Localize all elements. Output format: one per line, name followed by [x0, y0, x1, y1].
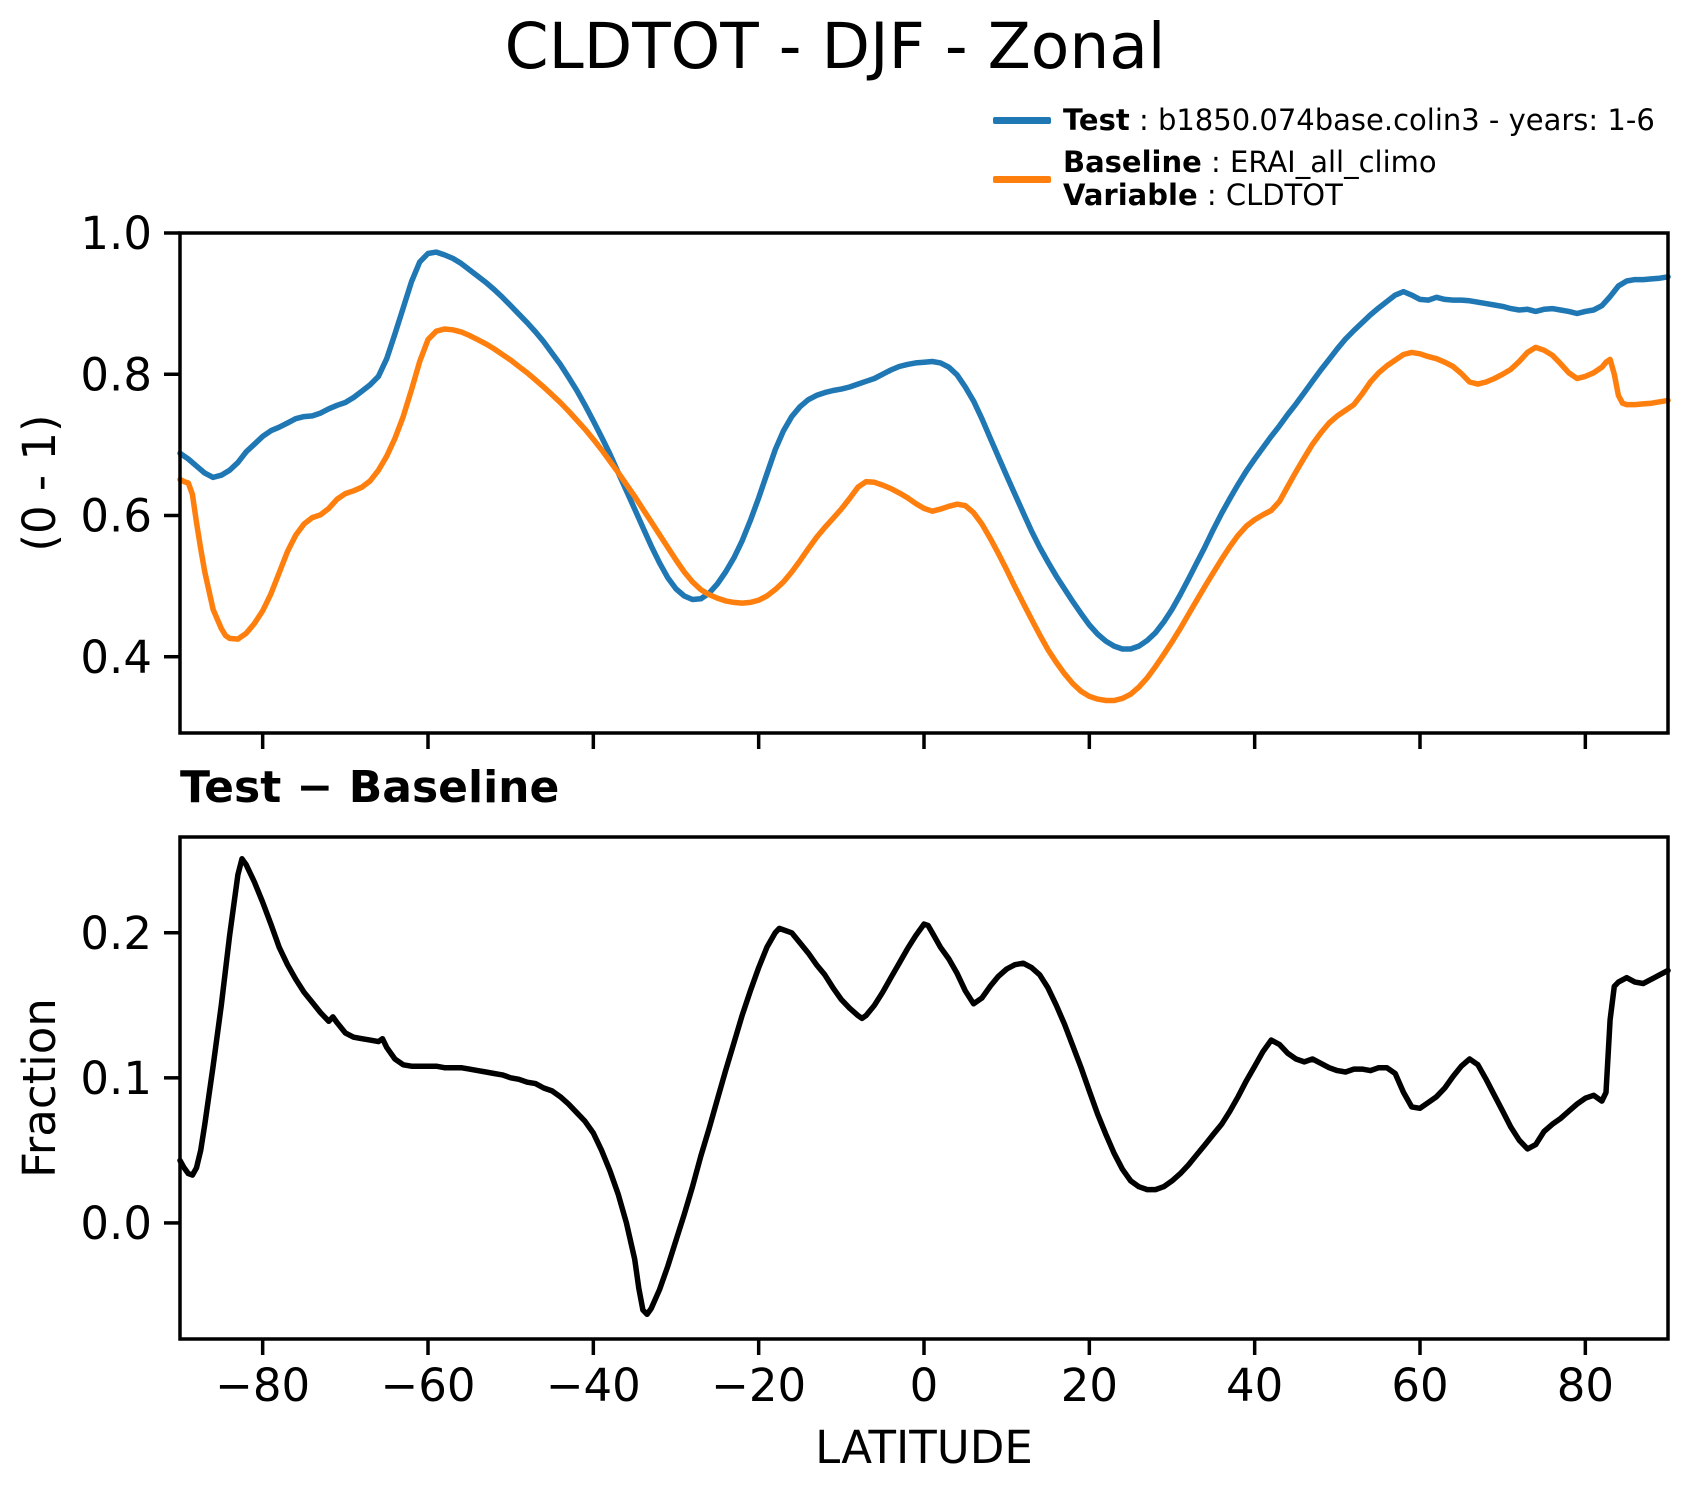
legend-label-test: Test : b1850.074base.colin3 - years: 1-6 — [1063, 104, 1655, 137]
legend-key-test: Test — [1063, 103, 1130, 137]
bottom-panel: 0.0 0.1 0.2 −80 −60 −40 −20 0 20 40 60 80 — [80, 835, 1671, 1412]
y-tick-label: 1.0 — [80, 207, 152, 260]
legend-line-variable: Variable : CLDTOT — [1063, 179, 1437, 212]
y-tick-label: 0.8 — [80, 348, 152, 401]
legend-value-test: : b1850.074base.colin3 - years: 1-6 — [1129, 103, 1655, 137]
bottom-panel-ylabel: Fraction — [13, 998, 66, 1178]
test-line — [177, 249, 1671, 652]
x-tick-label: −60 — [381, 1359, 476, 1412]
legend-key-variable: Variable — [1063, 178, 1198, 212]
x-tick-label: 0 — [910, 1359, 939, 1412]
legend-entry-test: Test : b1850.074base.colin3 - years: 1-6 — [993, 104, 1655, 137]
y-tick-label: 0.4 — [80, 631, 152, 684]
baseline-line — [177, 326, 1671, 704]
x-tick-label: 80 — [1557, 1359, 1614, 1412]
legend-entry-baseline: Baseline : ERAI_all_climo Variable : CLD… — [993, 146, 1655, 212]
x-tick-label: 20 — [1061, 1359, 1118, 1412]
y-tick-label: 0.6 — [80, 490, 152, 543]
x-tick-label: 40 — [1226, 1359, 1283, 1412]
difference-line — [177, 856, 1671, 1318]
legend-label-baseline: Baseline : ERAI_all_climo Variable : CLD… — [1063, 146, 1437, 212]
x-tick-label: 60 — [1391, 1359, 1448, 1412]
x-tick-label: −40 — [546, 1359, 641, 1412]
top-panel: 0.4 0.6 0.8 1.0 — [80, 207, 1671, 749]
baseline-line-swatch — [993, 175, 1051, 183]
test-line-swatch — [993, 117, 1051, 124]
y-tick-label: 0.0 — [80, 1197, 152, 1250]
legend-value-baseline: : ERAI_all_climo — [1201, 145, 1437, 179]
legend-key-baseline: Baseline — [1063, 145, 1202, 179]
chart-title: CLDTOT - DJF - Zonal — [504, 10, 1166, 83]
y-tick-label: 0.2 — [80, 907, 152, 960]
top-panel-ylabel: (0 - 1) — [13, 414, 66, 551]
x-axis-label: LATITUDE — [815, 1421, 1033, 1474]
legend-line-baseline: Baseline : ERAI_all_climo — [1063, 146, 1437, 179]
y-tick-label: 0.1 — [80, 1052, 152, 1105]
legend: Test : b1850.074base.colin3 - years: 1-6… — [993, 104, 1655, 221]
x-tick-label: −20 — [711, 1359, 806, 1412]
legend-value-variable: : CLDTOT — [1197, 178, 1343, 212]
x-tick-label: −80 — [215, 1359, 310, 1412]
difference-panel-title: Test − Baseline — [180, 762, 560, 813]
